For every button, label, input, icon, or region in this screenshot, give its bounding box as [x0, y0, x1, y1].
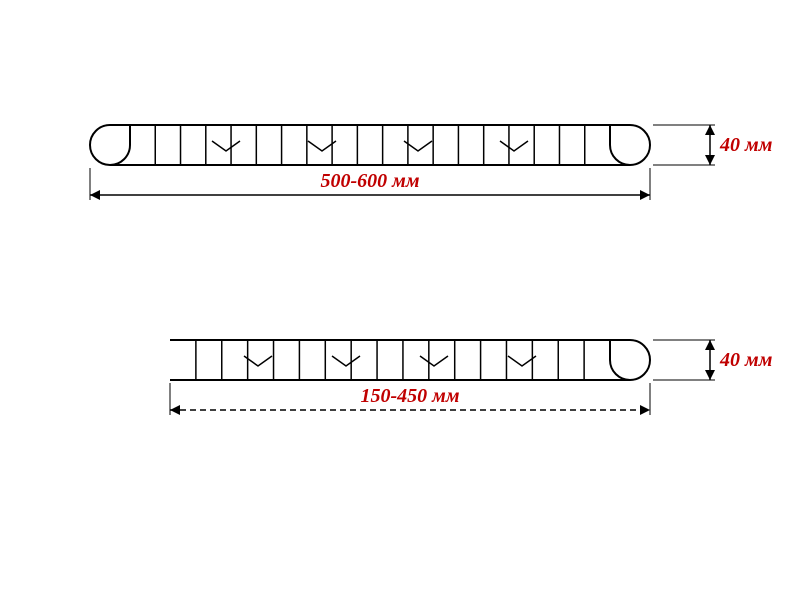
profile-bottom: 150-450 мм 40 мм — [170, 340, 773, 415]
svg-text:150-450 мм: 150-450 мм — [360, 385, 459, 407]
svg-text:40 мм: 40 мм — [719, 349, 773, 371]
svg-text:500-600 мм: 500-600 мм — [320, 170, 419, 192]
svg-text:40 мм: 40 мм — [719, 134, 773, 156]
profile-top: 500-600 мм 40 мм — [90, 125, 773, 200]
technical-drawing: 500-600 мм 40 мм 150-450 мм 40 мм — [0, 0, 800, 600]
